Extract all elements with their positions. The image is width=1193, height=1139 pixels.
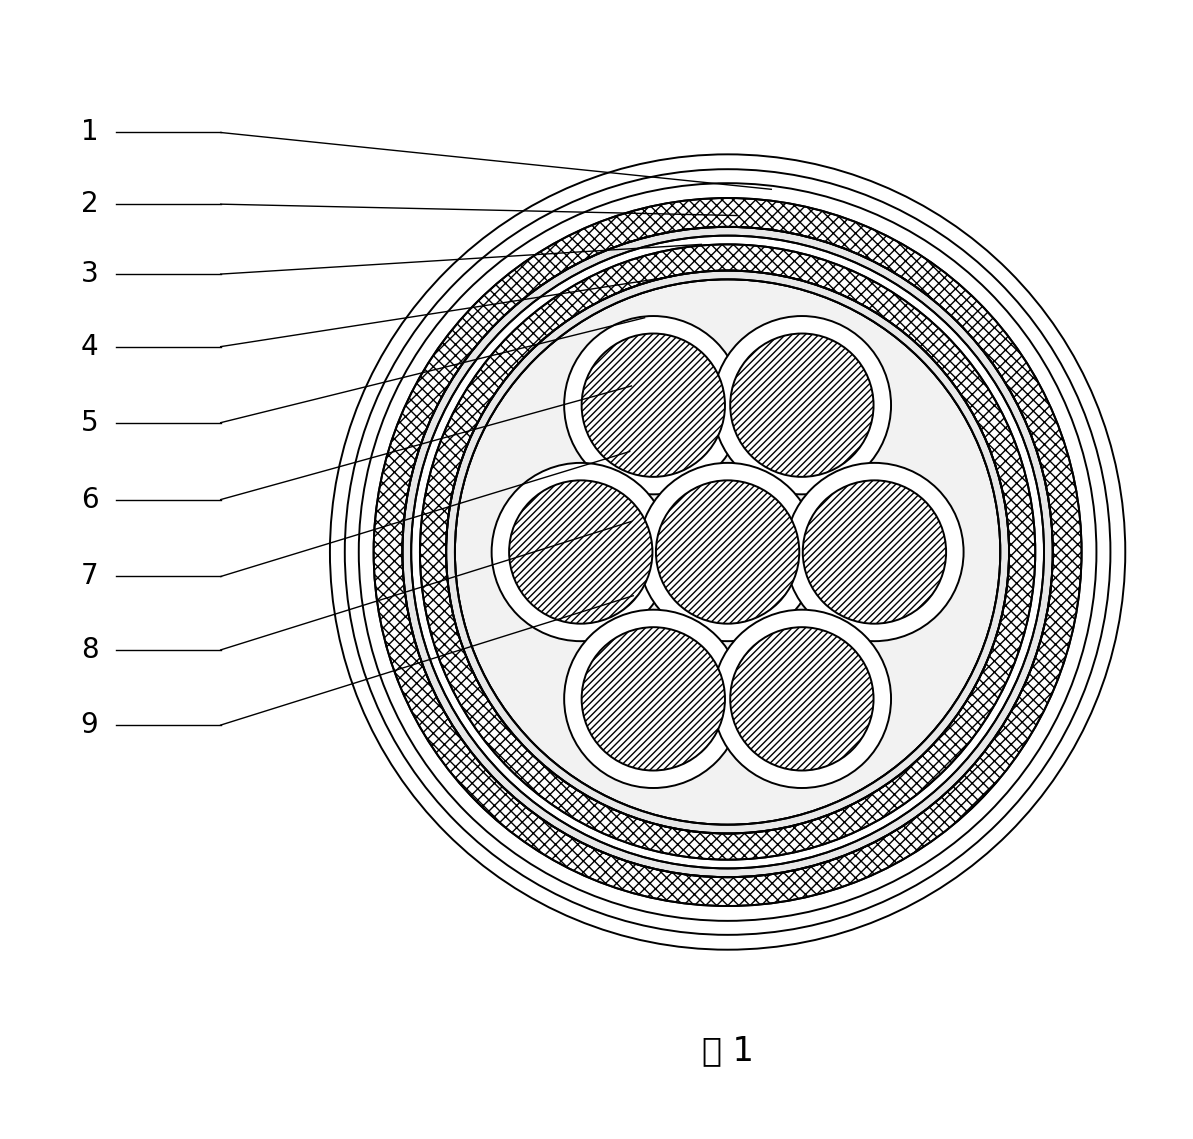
Circle shape [582,628,725,770]
Text: 9: 9 [81,711,99,739]
Text: 2: 2 [81,190,98,219]
Circle shape [582,334,725,477]
Text: 7: 7 [81,563,98,590]
Text: 5: 5 [81,409,98,436]
Circle shape [730,334,873,477]
Text: 1: 1 [81,118,98,147]
Circle shape [564,316,742,494]
Text: 6: 6 [81,485,98,514]
Text: 4: 4 [81,333,98,361]
Circle shape [638,462,817,641]
Circle shape [712,609,891,788]
Text: 8: 8 [81,636,98,664]
Circle shape [730,628,873,770]
Circle shape [564,609,742,788]
Text: 3: 3 [81,260,99,288]
Circle shape [330,155,1125,950]
Circle shape [656,481,799,624]
Circle shape [492,462,670,641]
Circle shape [712,316,891,494]
Text: 图 1: 图 1 [701,1034,754,1067]
Circle shape [455,279,1000,825]
Circle shape [803,481,946,624]
Circle shape [785,462,964,641]
Circle shape [509,481,653,624]
